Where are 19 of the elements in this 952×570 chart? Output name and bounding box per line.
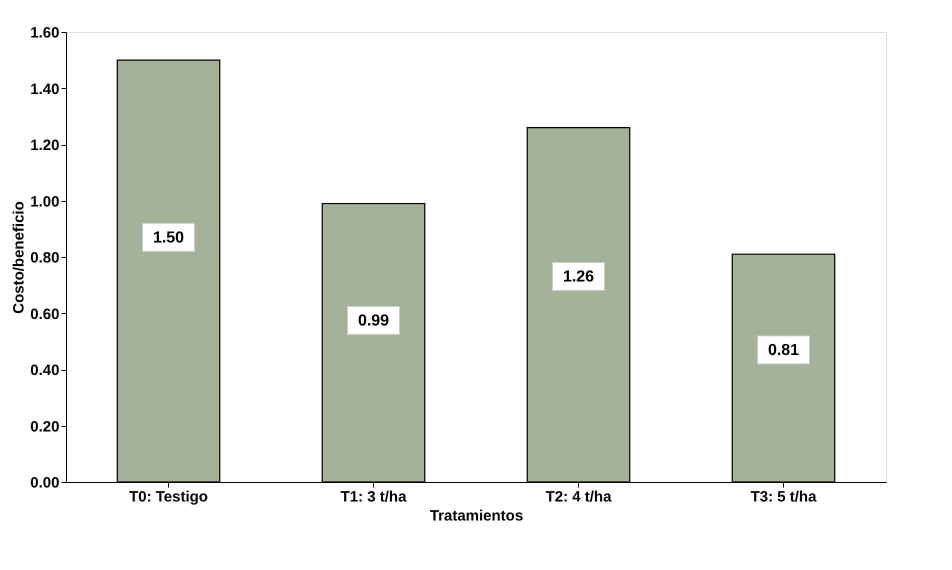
y-tick-label: 1.60 <box>30 24 60 42</box>
y-axis-title: Costo/beneficio <box>10 201 28 314</box>
y-tick-label: 0.40 <box>30 362 60 379</box>
y-tick-label: 0.80 <box>30 250 60 266</box>
x-tick-label: T1: 3 t/ha <box>340 488 408 506</box>
data-label: 1.26 <box>562 268 594 286</box>
data-label: 1.50 <box>152 229 184 246</box>
data-label: 0.99 <box>358 312 390 330</box>
y-tick-label: 0.60 <box>30 306 60 323</box>
y-tick-label: 0.00 <box>30 474 60 492</box>
x-tick-label: T0: Testigo <box>129 488 208 506</box>
y-tick-label: 1.20 <box>30 137 60 154</box>
y-tick-label: 1.40 <box>30 80 60 98</box>
x-axis-title: Tratamientos <box>430 508 524 524</box>
data-label: 0.81 <box>768 342 800 359</box>
x-tick-label: T3: 5 t/ha <box>750 488 818 506</box>
x-tick-label: T2: 4 t/ha <box>546 488 612 506</box>
y-tick-label: 1.00 <box>30 193 60 210</box>
y-tick-label: 0.20 <box>30 418 60 436</box>
